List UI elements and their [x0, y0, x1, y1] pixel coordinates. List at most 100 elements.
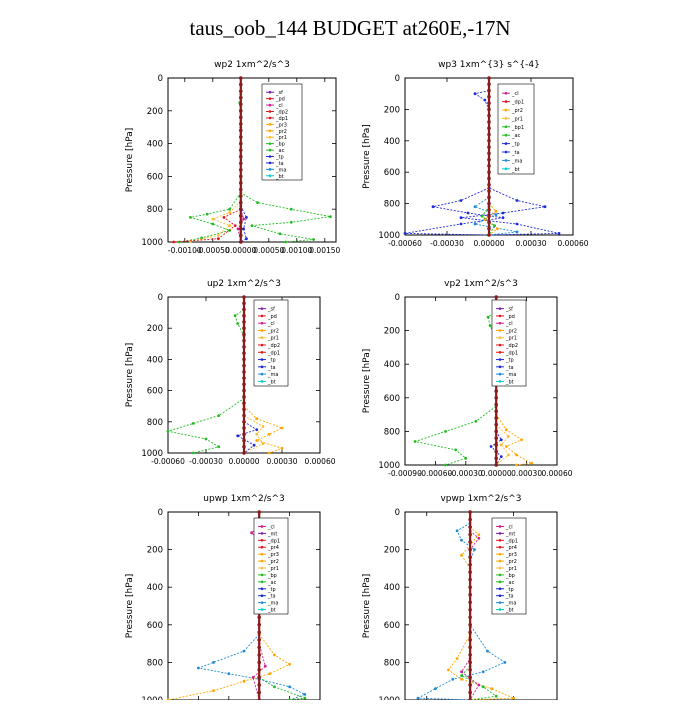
zero-line-marker: [257, 668, 262, 672]
y-tick-label: 800: [147, 205, 163, 215]
legend-marker: [504, 108, 508, 112]
zero-line-marker: [242, 363, 246, 368]
series-point: [515, 463, 518, 467]
legend-marker: [498, 594, 502, 597]
zero-line-marker: [257, 653, 262, 657]
zero-line-marker: [239, 89, 243, 93]
legend-marker: [260, 594, 264, 597]
y-axis-label: Pressure [hPa]: [362, 349, 372, 414]
series-line: [190, 200, 242, 242]
series-point: [267, 451, 271, 455]
zero-line-marker: [487, 201, 491, 206]
zero-line-marker: [257, 683, 262, 687]
x-tick-label: 0.00000: [473, 239, 504, 248]
legend-label: _cl: [505, 321, 513, 327]
legend-label: _bt: [267, 608, 276, 614]
series-point: [242, 649, 246, 653]
series-point: [501, 216, 505, 220]
zero-line-marker: [468, 653, 472, 657]
series-point: [489, 445, 493, 448]
legend-label: _pr3: [505, 552, 517, 558]
zero-line-marker: [468, 638, 472, 642]
zero-line-marker: [468, 585, 472, 589]
zero-line-marker: [468, 570, 472, 574]
figure-title: taus_oob_144 BUDGET at260E,-17N: [189, 16, 511, 40]
series-point: [483, 98, 487, 102]
zero-line-marker: [257, 690, 262, 695]
zero-line-marker: [494, 396, 499, 400]
zero-line-marker: [257, 660, 262, 665]
legend-marker: [268, 97, 272, 100]
zero-line-marker: [468, 668, 472, 672]
legend-marker: [498, 525, 502, 528]
series-point: [251, 676, 255, 679]
legend-marker: [260, 525, 264, 528]
series-point: [255, 432, 259, 436]
series-point: [473, 205, 477, 209]
legend: _sf_pd_cl_pr2 _pr1_dp2_dp1 _tp_ta_ma_bt: [253, 299, 289, 387]
series-point: [460, 674, 463, 677]
series-point: [483, 217, 487, 221]
legend-marker: [268, 161, 272, 165]
x-tick-label: 0.00030: [515, 239, 546, 248]
legend-marker: [260, 566, 264, 570]
series-point: [236, 434, 240, 438]
zero-line-marker: [468, 615, 472, 620]
x-tick-label: 0.00030: [266, 457, 297, 466]
zero-line-marker: [239, 135, 243, 139]
legend-label: _ma: [505, 601, 516, 607]
y-tick-label: 400: [384, 360, 400, 370]
zero-line-marker: [242, 407, 246, 412]
series-point: [236, 227, 240, 231]
legend-label: _ac: [511, 133, 521, 139]
series-point: [256, 201, 259, 205]
zero-line-marker: [468, 510, 472, 514]
panel-1: wp2 1xm^2/s^3 0 200 400 600 800 1000 -0.00100-0…: [125, 60, 341, 255]
series-point: [303, 696, 307, 700]
series-line: [481, 206, 496, 236]
legend-marker: [260, 314, 264, 318]
panel-title: wp2 1xm^2/s^3: [214, 60, 290, 70]
series-point: [416, 696, 420, 700]
series-point: [255, 428, 259, 431]
legend-label: _pd: [505, 314, 515, 320]
panel-title: upwp 1xm^2/s^3: [203, 494, 284, 504]
x-tick-label: -0.00030: [449, 469, 483, 478]
legend-label: _ma: [505, 372, 516, 378]
legend-marker: [268, 148, 272, 152]
legend-marker: [268, 168, 272, 171]
legend-label: _pr1: [505, 566, 517, 572]
legend-marker: [260, 350, 264, 354]
x-tick-label: -0.00050: [196, 246, 230, 255]
legend-marker: [498, 608, 502, 611]
series-point: [217, 414, 221, 417]
series-point: [242, 217, 246, 221]
legend-marker: [498, 307, 502, 310]
series-point: [280, 426, 284, 430]
legend-label: _ta: [505, 594, 514, 600]
legend-label: _tp: [511, 142, 520, 148]
y-tick-label: 200: [384, 327, 400, 337]
series-point: [454, 448, 458, 452]
series-point: [273, 653, 276, 657]
legend: _cl _dp1 _pr2 _pr1 _bp1 _ac _tp _ta _ma _bt: [497, 83, 535, 175]
series-point: [267, 432, 271, 436]
legend: _cl_mt_dp1_pr4_pr3_pr2_pr1_bp_ac_tp_ta_m…: [491, 517, 527, 615]
zero-line-marker: [487, 145, 491, 149]
series-point: [303, 693, 307, 696]
legend-label: _dp2: [267, 343, 280, 349]
zero-line-marker: [487, 82, 491, 87]
zero-line-marker: [242, 382, 246, 387]
series-point: [520, 438, 523, 442]
zero-line-marker: [487, 151, 491, 156]
zero-line-marker: [487, 113, 491, 118]
legend-marker: [268, 90, 272, 94]
series-point: [172, 240, 176, 244]
zero-line-marker: [257, 630, 262, 635]
y-tick-label: 1000: [378, 231, 400, 241]
legend-label: _pr4: [267, 545, 279, 551]
series-point: [278, 232, 282, 236]
legend-label: _bt: [505, 608, 514, 614]
legend-label: _ta: [511, 150, 520, 156]
zero-line-marker: [239, 161, 243, 166]
